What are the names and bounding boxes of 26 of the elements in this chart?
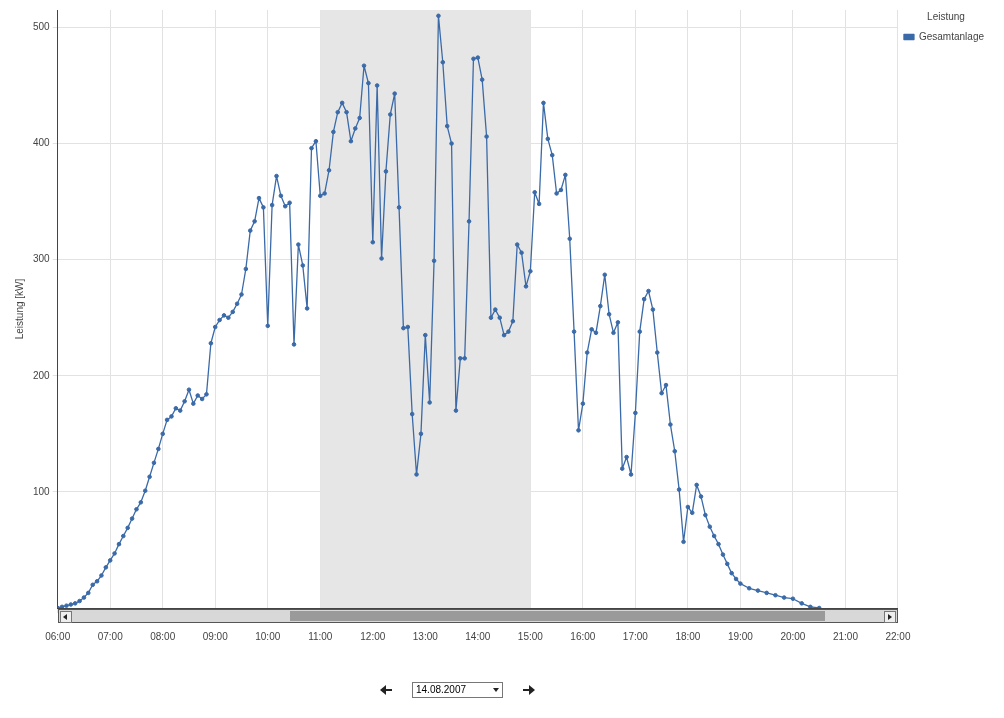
y-tick-label: 300 — [33, 253, 51, 265]
x-tick-label: 19:00 — [727, 630, 754, 642]
y-tick-label: 400 — [33, 137, 51, 149]
x-tick-label: 08:00 — [150, 630, 176, 642]
date-field: 14.08.2007 — [412, 682, 503, 698]
x-tick-label: 10:00 — [255, 630, 281, 642]
x-tick-label: 14:00 — [465, 630, 491, 642]
legend-title: Leistung — [927, 10, 965, 22]
x-tick-label: 13:00 — [412, 630, 439, 642]
x-tick-label: 09:00 — [202, 630, 229, 642]
x-tick-label: 16:00 — [570, 630, 596, 642]
x-tick-label: 20:00 — [780, 630, 806, 642]
x-tick-label: 17:00 — [622, 630, 649, 642]
x-tick-label: 22:00 — [885, 630, 911, 642]
y-tick-label: 100 — [33, 485, 51, 497]
x-tick-label: 21:00 — [832, 630, 859, 642]
legend-label: Gesamtanlage — [918, 30, 985, 42]
x-tick-label: 18:00 — [675, 630, 701, 642]
x-tick-label: 06:00 — [45, 630, 71, 642]
y-tick-label: 200 — [33, 369, 51, 381]
x-tick-label: 07:00 — [97, 630, 124, 642]
x-tick-label: 15:00 — [517, 630, 544, 642]
x-tick-label: 11:00 — [308, 630, 333, 642]
y-axis-title: Leistung [kW] — [13, 278, 25, 340]
y-tick-label: 500 — [33, 21, 51, 33]
x-tick-label: 12:00 — [360, 630, 386, 642]
